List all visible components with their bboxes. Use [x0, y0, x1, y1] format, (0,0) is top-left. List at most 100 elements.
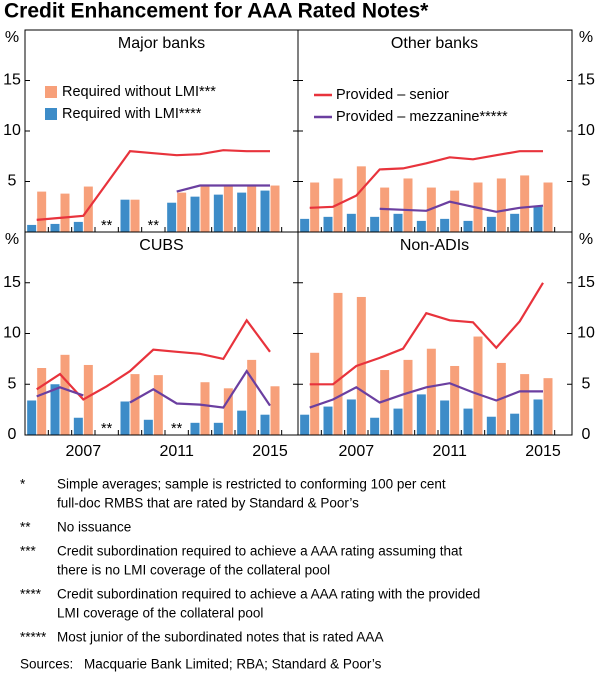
- y-tick-label: 0: [8, 426, 17, 443]
- bar: [50, 223, 60, 232]
- bar: [426, 348, 436, 435]
- bar: [60, 193, 70, 232]
- bar: [237, 192, 247, 232]
- bar: [270, 185, 280, 232]
- y-tick-label: 5: [582, 173, 591, 190]
- bar: [440, 400, 450, 435]
- bar: [416, 394, 426, 435]
- bar: [310, 352, 320, 435]
- bar: [37, 191, 47, 232]
- bar: [37, 368, 47, 435]
- annotation: **: [148, 218, 160, 234]
- bar: [463, 408, 473, 435]
- x-tick-label: 2011: [432, 443, 467, 460]
- y-tick-label: 15: [577, 72, 595, 89]
- bar: [153, 375, 163, 435]
- x-tick-label: 2007: [66, 443, 102, 460]
- x-tick-label: 2015: [525, 443, 561, 460]
- y-unit: %: [579, 29, 593, 46]
- y-unit: %: [579, 231, 593, 248]
- bar: [177, 192, 187, 232]
- annotation: **: [101, 218, 113, 234]
- bar: [260, 414, 270, 435]
- x-tick-label: 2011: [159, 443, 194, 460]
- bar: [60, 354, 70, 435]
- bar: [543, 182, 553, 232]
- panel-title: Other banks: [391, 35, 478, 52]
- bar: [393, 408, 403, 435]
- x-tick-label: 2007: [339, 443, 375, 460]
- y-tick-label: 15: [3, 274, 21, 291]
- bar: [323, 216, 333, 232]
- note-text: No issuance: [57, 520, 131, 535]
- bar: [120, 401, 130, 435]
- panel-title: Major banks: [118, 35, 205, 52]
- note-text: LMI coverage of the collateral pool: [57, 606, 263, 621]
- bar: [496, 178, 506, 232]
- legend-swatch: [45, 108, 57, 120]
- chart-title: Credit Enhancement for AAA Rated Notes*: [4, 0, 429, 23]
- note-text: Most junior of the subordinated notes th…: [57, 630, 383, 645]
- bar: [463, 220, 473, 232]
- bar: [356, 296, 366, 435]
- bar: [143, 419, 153, 435]
- legend-label: Required with LMI****: [62, 106, 202, 122]
- note-text: Credit subordination required to achieve…: [57, 544, 462, 559]
- note-marker: ***: [20, 544, 37, 559]
- bar: [416, 220, 426, 232]
- bar: [190, 196, 200, 232]
- y-tick-label: 0: [582, 426, 591, 443]
- bar: [50, 384, 60, 435]
- note-text: Credit subordination required to achieve…: [57, 587, 480, 602]
- bar: [300, 414, 310, 435]
- bar: [486, 216, 496, 232]
- bar: [247, 359, 257, 435]
- bar: [370, 216, 380, 232]
- y-tick-label: 10: [577, 122, 595, 139]
- annotation: **: [101, 421, 113, 437]
- bar: [83, 364, 93, 435]
- sources-label: Sources:: [20, 657, 73, 672]
- y-tick-label: 10: [3, 325, 21, 342]
- annotation: **: [171, 421, 183, 437]
- bar: [27, 224, 37, 232]
- panel-title: Non-ADIs: [400, 237, 469, 254]
- y-unit: %: [5, 29, 19, 46]
- bar: [346, 213, 356, 232]
- legend-label: Provided – senior: [336, 87, 449, 103]
- bar: [510, 213, 520, 232]
- bar: [510, 413, 520, 435]
- sources: Macquarie Bank Limited; RBA; Standard & …: [84, 657, 382, 672]
- bar: [200, 185, 210, 232]
- note-marker: ****: [20, 587, 42, 602]
- bar: [167, 202, 177, 232]
- y-unit: %: [5, 231, 19, 248]
- panel-title: CUBS: [139, 237, 183, 254]
- line-series: [309, 150, 543, 209]
- y-tick-label: 10: [577, 325, 595, 342]
- line-series: [309, 282, 544, 386]
- note-text: full-doc RMBS that are rated by Standard…: [57, 496, 359, 511]
- note-marker: *: [20, 477, 26, 492]
- bar: [130, 199, 140, 232]
- bar: [450, 190, 460, 232]
- line-series: [176, 184, 270, 193]
- y-tick-label: 5: [8, 375, 17, 392]
- bar: [346, 399, 356, 435]
- line-series: [379, 200, 544, 213]
- bar: [260, 190, 270, 232]
- y-tick-label: 5: [8, 173, 17, 190]
- bar: [370, 417, 380, 435]
- bar: [323, 406, 333, 435]
- bar: [213, 194, 223, 232]
- bar: [333, 292, 343, 435]
- bar: [533, 399, 543, 435]
- bar: [486, 416, 496, 435]
- bar: [473, 336, 483, 435]
- bar: [380, 370, 390, 435]
- bar: [130, 374, 140, 435]
- bar: [520, 175, 530, 232]
- bar: [247, 185, 257, 232]
- legend-label: Provided – mezzanine*****: [336, 109, 508, 125]
- note-marker: **: [20, 520, 31, 535]
